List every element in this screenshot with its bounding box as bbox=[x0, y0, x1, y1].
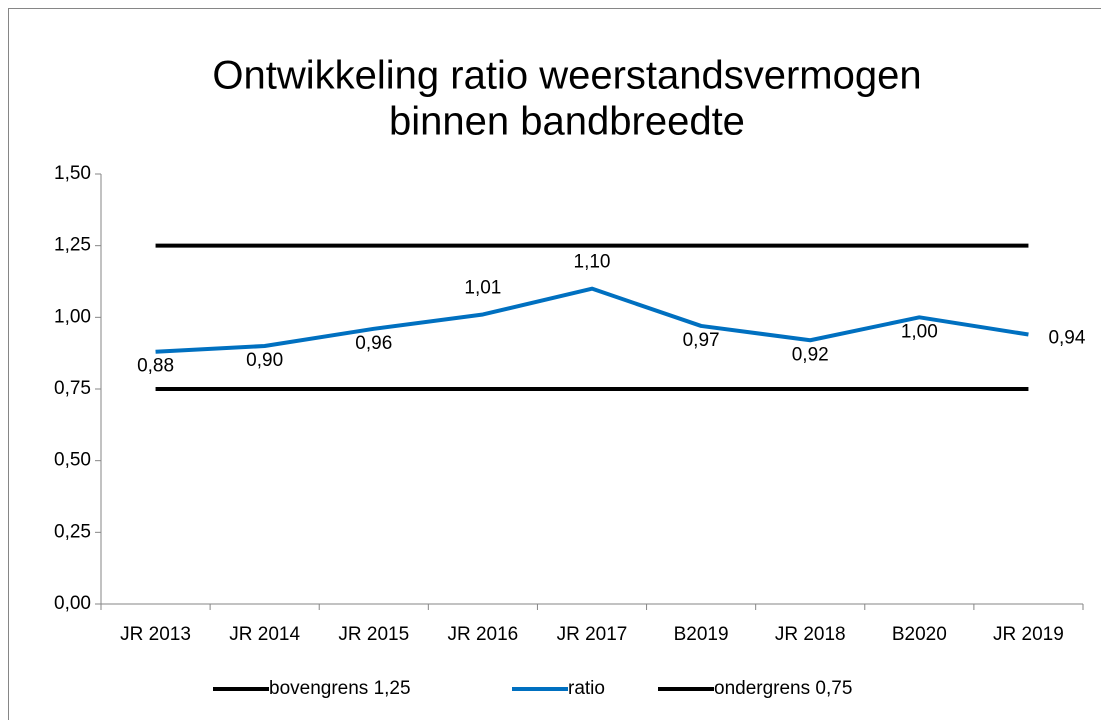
chart-title: binnen bandbreedte bbox=[389, 100, 745, 144]
data-label: 1,10 bbox=[574, 252, 611, 273]
legend-label: bovengrens 1,25 bbox=[269, 678, 411, 699]
x-tick-label: JR 2018 bbox=[775, 624, 846, 645]
y-tick-label: 0,50 bbox=[54, 450, 91, 471]
x-tick-label: JR 2017 bbox=[557, 624, 628, 645]
data-label: 1,01 bbox=[464, 277, 501, 298]
data-label: 0,90 bbox=[246, 350, 283, 371]
data-label: 0,88 bbox=[137, 356, 174, 377]
y-tick-label: 1,00 bbox=[54, 306, 91, 327]
x-tick-label: JR 2019 bbox=[993, 624, 1064, 645]
series-line bbox=[155, 286, 1029, 354]
y-tick-label: 0,25 bbox=[54, 521, 91, 542]
x-tick-label: JR 2013 bbox=[120, 624, 191, 645]
chart-title: Ontwikkeling ratio weerstandsvermogen bbox=[212, 54, 921, 98]
y-tick-label: 0,75 bbox=[54, 378, 91, 399]
legend-label: ondergrens 0,75 bbox=[714, 678, 852, 699]
data-label: 0,94 bbox=[1048, 328, 1085, 349]
x-tick-label: B2019 bbox=[674, 624, 729, 645]
chart-frame bbox=[8, 8, 1101, 720]
x-tick-label: JR 2015 bbox=[338, 624, 409, 645]
data-label: 0,97 bbox=[683, 330, 720, 351]
data-label: 0,92 bbox=[792, 344, 829, 365]
x-tick-label: JR 2014 bbox=[229, 624, 300, 645]
x-tick-label: B2020 bbox=[892, 624, 947, 645]
y-tick-label: 1,50 bbox=[54, 163, 91, 184]
y-tick-label: 0,00 bbox=[54, 593, 91, 614]
x-tick-label: JR 2016 bbox=[447, 624, 518, 645]
y-tick-label: 1,25 bbox=[54, 235, 91, 256]
legend-label: ratio bbox=[568, 678, 605, 699]
data-label: 1,00 bbox=[901, 321, 938, 342]
data-label: 0,96 bbox=[355, 333, 392, 354]
